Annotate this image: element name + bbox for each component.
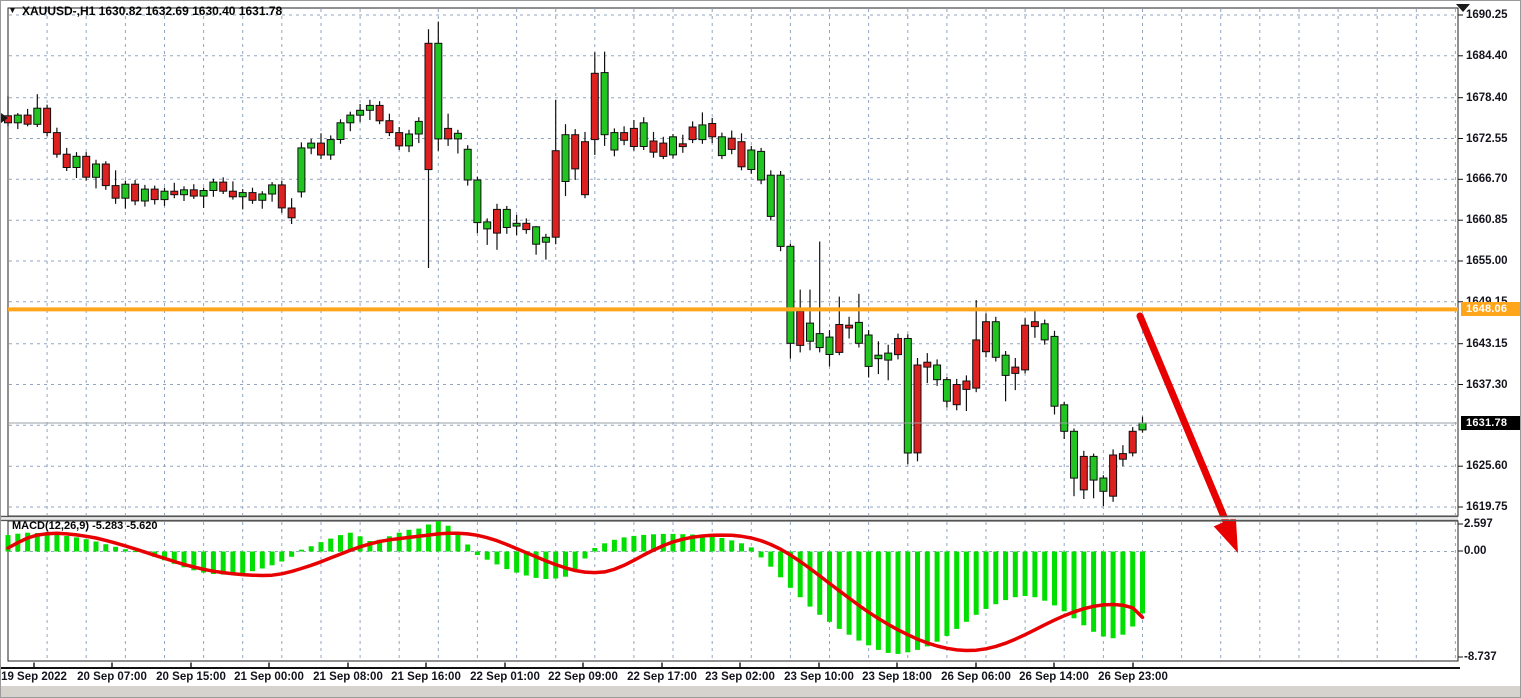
macd-histogram bbox=[5, 521, 1145, 654]
main-pane bbox=[7, 7, 1459, 517]
candles bbox=[4, 21, 1147, 506]
trend-arrow-shaft bbox=[1136, 312, 1231, 528]
trend-arrow-head bbox=[1213, 517, 1238, 553]
macd-signal-line bbox=[6, 531, 1145, 653]
